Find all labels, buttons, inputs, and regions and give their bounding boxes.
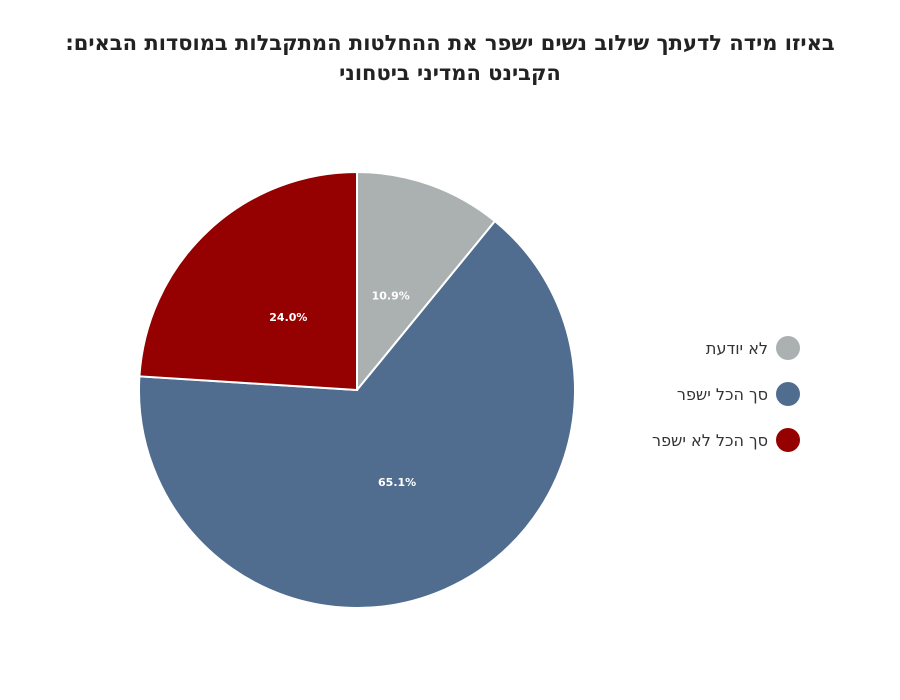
legend-label-will-not-improve: סך הכל לא ישפר — [652, 430, 768, 450]
legend-item-dont-know: לא יודעת — [600, 325, 800, 371]
legend-item-will-not-improve: סך הכל לא ישפר — [600, 417, 800, 463]
pie-slice-dont-know — [356, 170, 497, 393]
legend-item-will-improve: סך הכל ישפר — [600, 371, 800, 417]
pie-slice-will-not-improve — [138, 170, 358, 392]
pie-slice-will-improve — [138, 219, 576, 609]
legend-label-dont-know: לא יודעת — [705, 338, 768, 358]
chart-title-line-1: באיזו מידה לדעתך שילוב נשים ישפר את ההחל… — [65, 31, 835, 55]
data-label-will-not-improve: 24.0% — [269, 311, 307, 324]
pie-slices — [138, 170, 576, 609]
pie-data-labels: 10.9% 65.1% 24.0% — [269, 290, 416, 489]
data-label-dont-know: 10.9% — [372, 290, 410, 303]
legend-swatch-dont-know — [776, 336, 800, 360]
legend-swatch-will-not-improve — [776, 428, 800, 452]
chart-title-line-2: הקבינט המדיני ביטחוני — [339, 61, 561, 85]
legend-swatch-will-improve — [776, 382, 800, 406]
chart-title: באיזו מידה לדעתך שילוב נשים ישפר את ההחל… — [0, 28, 900, 88]
legend-label-will-improve: סך הכל ישפר — [676, 384, 768, 404]
data-label-will-improve: 65.1% — [378, 476, 416, 489]
legend: לא יודעת סך הכל ישפר סך הכל לא ישפר — [600, 325, 800, 463]
